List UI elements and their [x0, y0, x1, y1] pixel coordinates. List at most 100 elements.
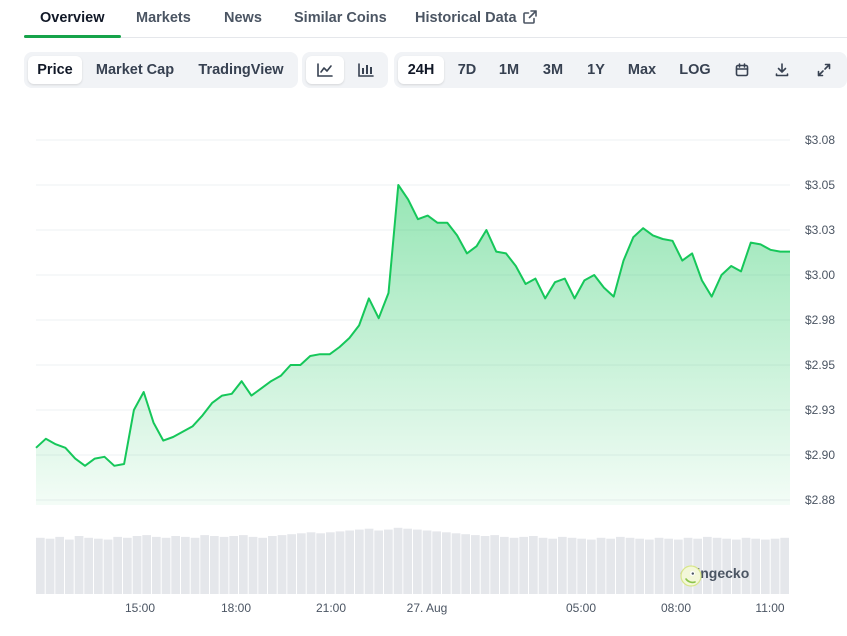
volume-bar: [335, 531, 345, 594]
metric-price-button[interactable]: Price: [28, 56, 82, 84]
coingecko-watermark: coingecko: [680, 565, 749, 587]
range-selector: 24H 7D 1M 3M 1Y Max LOG: [394, 52, 847, 88]
volume-bar: [577, 538, 586, 594]
fullscreen-button[interactable]: [808, 56, 840, 84]
x-tick-label: 08:00: [661, 601, 691, 615]
volume-bar: [674, 539, 683, 594]
volume-bar: [645, 539, 654, 594]
volume-bar: [461, 534, 470, 594]
y-axis-ticks: $3.08 $3.05 $3.03 $3.00 $2.98 $2.95 $2.93 $2.90…: [805, 133, 835, 507]
volume-bar: [152, 536, 161, 594]
y-tick-label: $2.98: [805, 313, 835, 327]
tab-markets[interactable]: Markets: [136, 10, 191, 26]
download-button[interactable]: [766, 56, 798, 84]
price-area: [36, 185, 790, 505]
volume-bar: [277, 535, 287, 594]
volume-bar: [355, 529, 364, 594]
calendar-button[interactable]: [726, 56, 758, 84]
x-tick-label: 11:00: [755, 601, 784, 615]
volume-bar: [471, 535, 480, 594]
range-1m-button[interactable]: 1M: [498, 62, 520, 78]
volume-bar: [451, 533, 461, 594]
external-link-icon: [522, 10, 537, 24]
volume-bar: [374, 530, 383, 594]
volume-bar: [287, 534, 296, 594]
volume-bar: [770, 538, 780, 594]
volume-bar: [548, 538, 557, 594]
volume-bar: [567, 537, 577, 594]
x-axis-ticks: 15:00 18:00 21:00 27. Aug 05:00 08:00 11:00: [125, 601, 785, 615]
coingecko-logo-icon: [680, 565, 702, 587]
volume-bar: [132, 536, 142, 594]
volume-bar: [210, 536, 219, 594]
metric-tradingview-button[interactable]: TradingView: [198, 62, 284, 78]
volume-bar: [84, 537, 93, 594]
range-24h-button[interactable]: 24H: [398, 56, 444, 84]
volume-bar: [780, 537, 789, 594]
volume-bar: [161, 537, 171, 594]
volume-bar: [703, 536, 712, 594]
tab-overview[interactable]: Overview: [40, 10, 105, 26]
volume-bar: [606, 538, 615, 594]
volume-bar: [55, 536, 64, 594]
volume-bar: [142, 535, 151, 594]
log-scale-button[interactable]: LOG: [679, 62, 711, 78]
volume-bar: [538, 537, 548, 594]
volume-bar: [190, 537, 200, 594]
volume-bar: [490, 535, 499, 594]
volume-bar: [722, 538, 731, 594]
volume-bar: [432, 531, 441, 594]
volume-bar: [732, 539, 741, 594]
volume-bar: [403, 528, 412, 594]
range-max-button[interactable]: Max: [627, 62, 657, 78]
volume-bar: [268, 536, 277, 594]
tab-historical-data[interactable]: Historical Data: [415, 10, 537, 26]
volume-bar: [65, 539, 74, 594]
volume-bar: [297, 533, 306, 594]
calendar-icon: [735, 63, 749, 77]
download-icon: [775, 63, 789, 77]
x-tick-label: 21:00: [316, 601, 346, 615]
volume-bar: [741, 537, 751, 594]
volume-bar: [306, 532, 316, 594]
price-chart-svg: $3.08 $3.05 $3.03 $3.00 $2.98 $2.95 $2.93 $2.90…: [35, 133, 835, 615]
volume-bar: [326, 532, 335, 594]
volume-bar: [36, 537, 45, 594]
volume-bar: [509, 537, 519, 594]
volume-bar: [103, 539, 113, 594]
y-tick-label: $2.88: [805, 493, 835, 507]
range-1y-button[interactable]: 1Y: [587, 62, 605, 78]
volume-bar: [94, 538, 103, 594]
volume-bar: [345, 530, 354, 594]
candlestick-chart-icon: [358, 63, 374, 77]
volume-bar: [596, 537, 606, 594]
volume-bar: [45, 538, 55, 594]
line-chart-button[interactable]: [306, 56, 344, 84]
volume-bar: [654, 537, 664, 594]
tab-historical-data-label: Historical Data: [415, 10, 517, 26]
volume-bar: [364, 528, 374, 594]
volume-bar: [616, 536, 625, 594]
top-tabs: Overview Markets News Similar Coins Hist…: [24, 0, 847, 38]
tab-news[interactable]: News: [224, 10, 262, 26]
fullscreen-icon: [817, 63, 831, 77]
y-tick-label: $3.08: [805, 133, 835, 147]
range-3m-button[interactable]: 3M: [542, 62, 564, 78]
x-tick-label: 18:00: [221, 601, 251, 615]
volume-bar: [712, 537, 722, 594]
volume-bar: [74, 536, 84, 594]
volume-bar: [248, 536, 258, 594]
metric-market-cap-button[interactable]: Market Cap: [95, 62, 175, 78]
volume-bar: [113, 536, 122, 594]
y-tick-label: $3.03: [805, 223, 835, 237]
candlestick-chart-button[interactable]: [348, 56, 384, 84]
volume-bar: [200, 535, 209, 594]
tab-similar-coins[interactable]: Similar Coins: [294, 10, 387, 26]
volume-bar: [558, 536, 567, 594]
volume-bar: [693, 538, 702, 594]
volume-bar: [442, 532, 451, 594]
range-7d-button[interactable]: 7D: [457, 62, 477, 78]
volume-bar: [258, 537, 267, 594]
metric-selector: Price Market Cap TradingView: [24, 52, 298, 88]
price-chart[interactable]: $3.08 $3.05 $3.03 $3.00 $2.98 $2.95 $2.93 $2.90…: [0, 100, 847, 636]
